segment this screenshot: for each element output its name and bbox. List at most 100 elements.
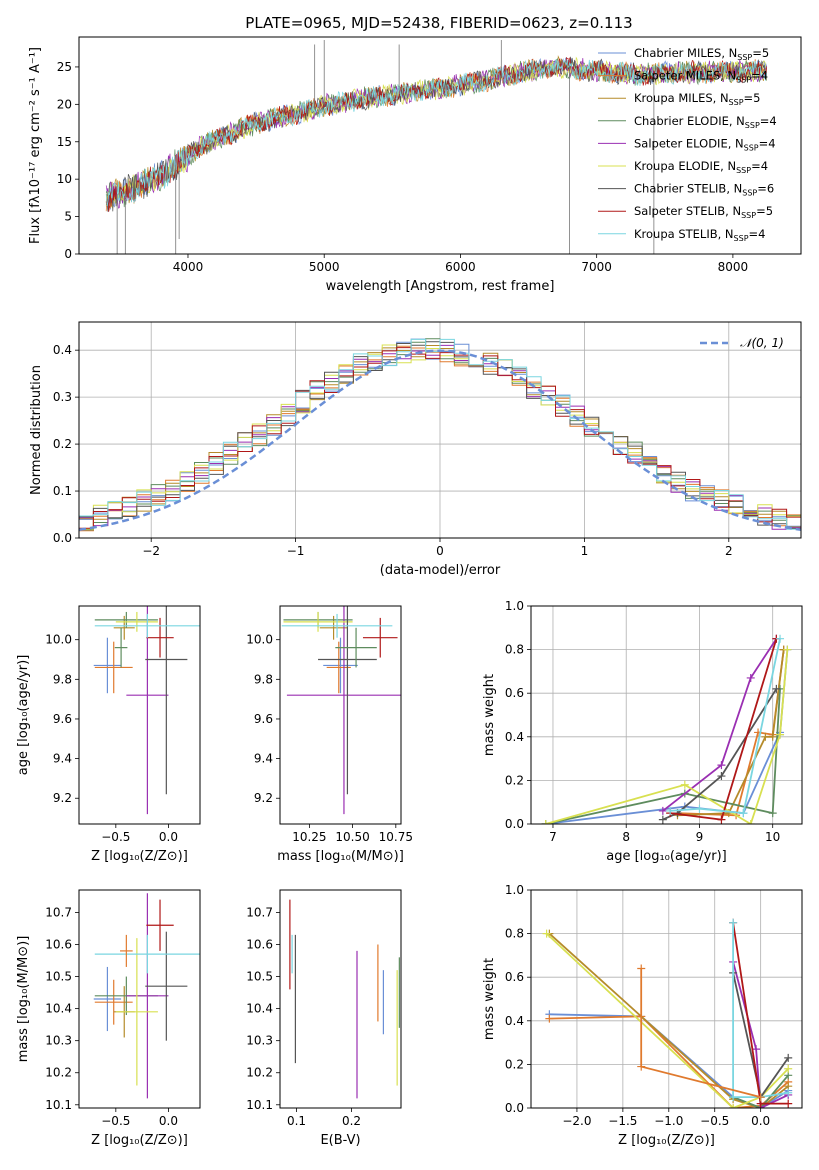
series-point <box>752 1045 761 1054</box>
x-tick-label: −0.5 <box>101 830 130 844</box>
y-tick-label: 10.1 <box>45 1098 72 1112</box>
x-tick-label: −1 <box>287 544 305 558</box>
y-tick-label: 9.8 <box>53 672 72 686</box>
series-point <box>729 1104 738 1108</box>
series-point <box>717 772 726 781</box>
legend-label-main: Salpeter STELIB, N <box>634 204 741 218</box>
y-tick-label: 0.4 <box>505 730 524 744</box>
legend-label-main: Salpeter ELODIE, N <box>634 136 744 150</box>
y-tick-label: 20 <box>57 97 72 111</box>
y-tick-label: 10.5 <box>45 970 72 984</box>
legend-label-sub: SSP <box>744 143 759 152</box>
axes-frame <box>78 36 802 255</box>
plots-layer: 4000 5000 6000 7000 80000510152025wavelength… <box>16 36 803 1148</box>
y-tick-label: 0.1 <box>53 484 72 498</box>
y-tick-label: 0.2 <box>505 1057 524 1071</box>
series-point <box>768 732 777 741</box>
axes-frame <box>530 889 803 1109</box>
y-tick-label: 0.8 <box>505 643 524 657</box>
series-point <box>666 806 675 815</box>
plot-mass_vs_ebv: 0.1 0.2 10.1 10.2 10.3 10.4 10.5 10.6 10.7 E(B-V) <box>246 889 402 1148</box>
series-point <box>756 1093 765 1102</box>
x-tick-label: 5000 <box>309 260 340 274</box>
series-point <box>768 809 777 818</box>
plot-age_vs_mass: 10.25 10.50 10.75 9.2 9.4 9.6 9.8 10.0 mass [log… <box>246 605 413 864</box>
series-point <box>637 1062 646 1071</box>
series-point <box>717 761 726 770</box>
legend-label-tail: =5 <box>744 91 761 105</box>
y-tick-label: 5 <box>64 210 72 224</box>
y-axis-label: Flux [fλ10⁻¹⁷ erg cm⁻² s⁻¹ A⁻¹] <box>28 47 43 244</box>
axes-frame <box>530 605 803 825</box>
legend-label-sub: SSP <box>734 234 749 243</box>
x-tick-label: 8 <box>622 830 630 844</box>
x-tick-label: 1 <box>581 544 589 558</box>
x-tick-label: 0.0 <box>159 830 178 844</box>
legend-label-sub: SSP <box>736 166 751 175</box>
x-tick-label: 0.0 <box>751 1114 770 1128</box>
histogram-kroupa_stelib <box>79 338 801 530</box>
y-tick-label: 0 <box>64 247 72 261</box>
series-line <box>732 1074 789 1108</box>
y-tick-label: 0.4 <box>505 1014 524 1028</box>
series-point <box>761 732 770 741</box>
x-axis-label: age [log₁₀(age/yr)] <box>606 849 727 864</box>
y-tick-label: 9.4 <box>53 752 72 766</box>
y-tick-label: 9.4 <box>254 752 273 766</box>
x-axis-label: mass [log₁₀(M/M⊙)] <box>277 849 404 864</box>
y-tick-label: 15 <box>57 135 72 149</box>
y-axis-label: Normed distribution <box>29 365 44 495</box>
series-point <box>637 964 646 973</box>
legend-label: 𝒩(0, 1) <box>740 336 784 350</box>
legend-label-tail: =4 <box>751 159 768 173</box>
y-tick-label: 9.8 <box>254 672 273 686</box>
plot-weight_vs_age: 7 8 9 10 0.0 0.2 0.4 0.6 0.8 1.0 age [log₁₀(age/yr… <box>482 599 803 864</box>
x-tick-label: −1.0 <box>654 1114 683 1128</box>
series-point <box>541 820 550 824</box>
y-tick-label: 9.6 <box>254 712 273 726</box>
y-tick-label: 10.4 <box>246 1002 273 1016</box>
legend-label-tail: =6 <box>757 182 774 196</box>
series-point <box>776 730 785 739</box>
y-tick-label: 0.8 <box>505 927 524 941</box>
series-point <box>784 1053 793 1062</box>
y-axis-label: mass [log₁₀(M/M⊙)] <box>16 936 31 1063</box>
legend-label-tail: =5 <box>752 46 769 60</box>
x-axis-label: Z [log₁₀(Z/Z⊙)] <box>618 1133 715 1148</box>
y-tick-label: 10.5 <box>246 970 273 984</box>
series-point <box>680 780 689 789</box>
legend-label-sub: SSP <box>745 121 760 130</box>
series-line <box>545 688 781 824</box>
y-tick-label: 0.6 <box>505 970 524 984</box>
y-tick-label: 0.0 <box>505 817 524 831</box>
legend-label: Salpeter MILES, NSSP=4 <box>634 69 768 85</box>
axes-frame <box>78 889 201 1109</box>
x-tick-label: −2.0 <box>562 1114 591 1128</box>
legend-label-sub: SSP <box>741 211 756 220</box>
series-line <box>545 932 789 1108</box>
y-tick-label: 25 <box>57 60 72 74</box>
y-tick-label: 10.6 <box>45 938 72 952</box>
series-point <box>784 1099 793 1108</box>
legend-label-sub: SSP <box>737 53 752 62</box>
x-tick-label: 2 <box>725 544 733 558</box>
plot-residuals: −2 −1 0 1 2 0.0 0.1 0.2 0.3 0.4 (data-model)/error… <box>29 321 802 578</box>
legend-label-tail: =4 <box>751 69 768 83</box>
x-tick-label: 10.75 <box>379 830 413 844</box>
normal-curve <box>79 349 801 532</box>
x-tick-label: 0 <box>436 544 444 558</box>
x-tick-label: 4000 <box>173 260 204 274</box>
y-tick-label: 10.6 <box>246 938 273 952</box>
x-axis-label: Z [log₁₀(Z/Z⊙)] <box>91 849 188 864</box>
series-point <box>776 634 785 643</box>
legend-label: Salpeter STELIB, NSSP=5 <box>634 204 773 220</box>
axes-frame <box>78 321 802 539</box>
series-point <box>784 1064 793 1073</box>
legend-label-main: Salpeter MILES, N <box>634 69 736 83</box>
legend-label-main: Kroupa MILES, N <box>634 91 729 105</box>
x-tick-label: −0.5 <box>700 1114 729 1128</box>
axes-frame <box>78 605 201 825</box>
x-tick-label: 7000 <box>581 260 612 274</box>
legend-label-tail: =5 <box>756 204 773 218</box>
